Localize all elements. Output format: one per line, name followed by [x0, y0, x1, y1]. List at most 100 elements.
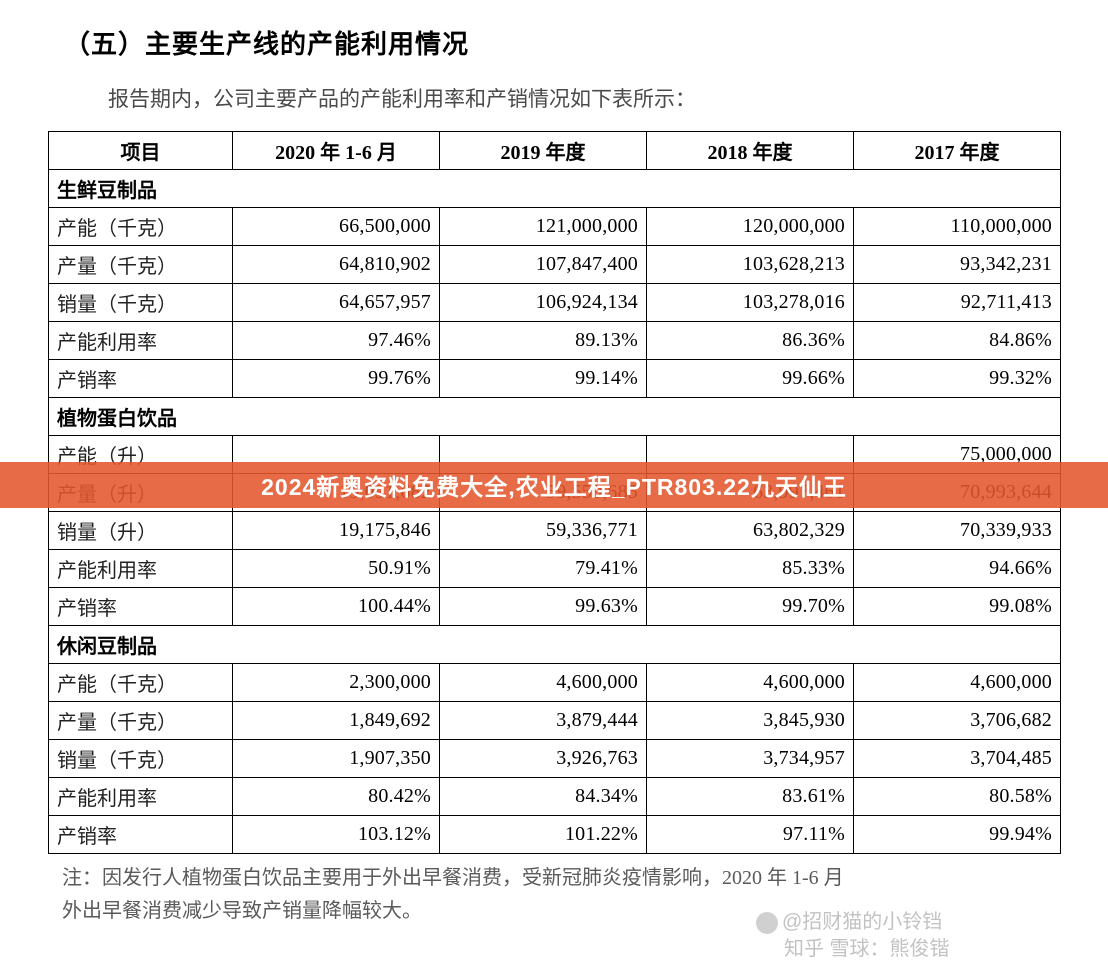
- table-row: 产能利用率97.46%89.13%86.36%84.86%: [49, 322, 1061, 360]
- table-row: 产量（千克）1,849,6923,879,4443,845,9303,706,6…: [49, 702, 1061, 740]
- section-row: 植物蛋白饮品: [49, 398, 1061, 436]
- section-row: 休闲豆制品: [49, 626, 1061, 664]
- cell-value: 4,600,000: [647, 664, 854, 702]
- watermark-2-text: 知乎 雪球：熊俊锴: [784, 938, 950, 960]
- cell-value: 89.13%: [440, 322, 647, 360]
- cell-value: 99.70%: [647, 588, 854, 626]
- cell-value: 4,600,000: [440, 664, 647, 702]
- page: （五）主要生产线的产能利用情况 报告期内，公司主要产品的产能利用率和产销情况如下…: [0, 0, 1108, 970]
- cell-value: 3,706,682: [854, 702, 1061, 740]
- cell-value: 99.94%: [854, 816, 1061, 854]
- footnote-line-2: 外出早餐消费减少导致产销量降幅较大。: [62, 900, 422, 922]
- cell-value: 101.22%: [440, 816, 647, 854]
- overlay-banner-text: 2024新奥资料免费大全,农业工程_PTR803.22九天仙王: [261, 468, 847, 502]
- cell-value: 99.63%: [440, 588, 647, 626]
- cell-value: 63,802,329: [647, 512, 854, 550]
- cell-value: 4,600,000: [854, 664, 1061, 702]
- row-label: 产能（千克）: [49, 664, 233, 702]
- cell-value: 64,657,957: [233, 284, 440, 322]
- cell-value: 99.14%: [440, 360, 647, 398]
- cell-value: 3,845,930: [647, 702, 854, 740]
- row-label: 产销率: [49, 360, 233, 398]
- cell-value: 3,704,485: [854, 740, 1061, 778]
- cell-value: 120,000,000: [647, 208, 854, 246]
- row-label: 销量（千克）: [49, 740, 233, 778]
- table-row: 产销率100.44%99.63%99.70%99.08%: [49, 588, 1061, 626]
- section-heading: （五）主要生产线的产能利用情况: [0, 0, 1108, 71]
- table-row: 销量（千克）1,907,3503,926,7633,734,9573,704,4…: [49, 740, 1061, 778]
- row-label: 产能利用率: [49, 322, 233, 360]
- table-row: 产销率99.76%99.14%99.66%99.32%: [49, 360, 1061, 398]
- cell-value: 3,926,763: [440, 740, 647, 778]
- col-header-2020h1: 2020 年 1-6 月: [233, 132, 440, 170]
- col-header-item: 项目: [49, 132, 233, 170]
- cell-value: 83.61%: [647, 778, 854, 816]
- cell-value: 99.76%: [233, 360, 440, 398]
- cell-value: 110,000,000: [854, 208, 1061, 246]
- row-label: 产销率: [49, 816, 233, 854]
- row-label: 产能利用率: [49, 778, 233, 816]
- cell-value: 80.42%: [233, 778, 440, 816]
- col-header-2018: 2018 年度: [647, 132, 854, 170]
- row-label: 产量（千克）: [49, 702, 233, 740]
- table-row: 产能利用率80.42%84.34%83.61%80.58%: [49, 778, 1061, 816]
- cell-value: 86.36%: [647, 322, 854, 360]
- cell-value: 121,000,000: [440, 208, 647, 246]
- cell-value: 84.34%: [440, 778, 647, 816]
- cell-value: 1,907,350: [233, 740, 440, 778]
- cell-value: 3,879,444: [440, 702, 647, 740]
- cell-value: 99.66%: [647, 360, 854, 398]
- footnote-line-1: 注：因发行人植物蛋白饮品主要用于外出早餐消费，受新冠肺炎疫情影响，2020 年 …: [62, 867, 844, 889]
- cell-value: 19,175,846: [233, 512, 440, 550]
- cell-value: 59,336,771: [440, 512, 647, 550]
- cell-value: 84.86%: [854, 322, 1061, 360]
- overlay-banner: 2024新奥资料免费大全,农业工程_PTR803.22九天仙王: [0, 462, 1108, 508]
- cell-value: 93,342,231: [854, 246, 1061, 284]
- cell-value: 2,300,000: [233, 664, 440, 702]
- table-row: 产能（千克）66,500,000121,000,000120,000,00011…: [49, 208, 1061, 246]
- section-title: 生鲜豆制品: [49, 170, 1061, 208]
- cell-value: 92,711,413: [854, 284, 1061, 322]
- table-row: 产能（千克）2,300,0004,600,0004,600,0004,600,0…: [49, 664, 1061, 702]
- table-body: 生鲜豆制品产能（千克）66,500,000121,000,000120,000,…: [49, 170, 1061, 854]
- cell-value: 100.44%: [233, 588, 440, 626]
- watermark-1: @招财猫的小铃铛: [756, 905, 942, 934]
- cell-value: 106,924,134: [440, 284, 647, 322]
- cell-value: 94.66%: [854, 550, 1061, 588]
- watermark-2: 知乎 雪球：熊俊锴: [784, 932, 950, 961]
- intro-paragraph: 报告期内，公司主要产品的产能利用率和产销情况如下表所示：: [0, 71, 1108, 131]
- cell-value: 99.08%: [854, 588, 1061, 626]
- table-row: 产能利用率50.91%79.41%85.33%94.66%: [49, 550, 1061, 588]
- cell-value: 107,847,400: [440, 246, 647, 284]
- col-header-2019: 2019 年度: [440, 132, 647, 170]
- table-row: 销量（升）19,175,84659,336,77163,802,32970,33…: [49, 512, 1061, 550]
- col-header-2017: 2017 年度: [854, 132, 1061, 170]
- cell-value: 85.33%: [647, 550, 854, 588]
- row-label: 销量（千克）: [49, 284, 233, 322]
- table-row: 销量（千克）64,657,957106,924,134103,278,01692…: [49, 284, 1061, 322]
- cell-value: 103,628,213: [647, 246, 854, 284]
- cell-value: 99.32%: [854, 360, 1061, 398]
- section-title: 植物蛋白饮品: [49, 398, 1061, 436]
- row-label: 产能（千克）: [49, 208, 233, 246]
- cell-value: 103.12%: [233, 816, 440, 854]
- cell-value: 97.46%: [233, 322, 440, 360]
- watermark-1-text: @招财猫的小铃铛: [782, 911, 942, 933]
- row-label: 产能利用率: [49, 550, 233, 588]
- cell-value: 66,500,000: [233, 208, 440, 246]
- table-row: 产量（千克）64,810,902107,847,400103,628,21393…: [49, 246, 1061, 284]
- cell-value: 1,849,692: [233, 702, 440, 740]
- cell-value: 3,734,957: [647, 740, 854, 778]
- row-label: 销量（升）: [49, 512, 233, 550]
- cell-value: 64,810,902: [233, 246, 440, 284]
- row-label: 产销率: [49, 588, 233, 626]
- table-header-row: 项目 2020 年 1-6 月 2019 年度 2018 年度 2017 年度: [49, 132, 1061, 170]
- section-title: 休闲豆制品: [49, 626, 1061, 664]
- section-row: 生鲜豆制品: [49, 170, 1061, 208]
- cell-value: 103,278,016: [647, 284, 854, 322]
- row-label: 产量（千克）: [49, 246, 233, 284]
- cell-value: 50.91%: [233, 550, 440, 588]
- avatar-icon: [756, 912, 778, 934]
- cell-value: 80.58%: [854, 778, 1061, 816]
- cell-value: 79.41%: [440, 550, 647, 588]
